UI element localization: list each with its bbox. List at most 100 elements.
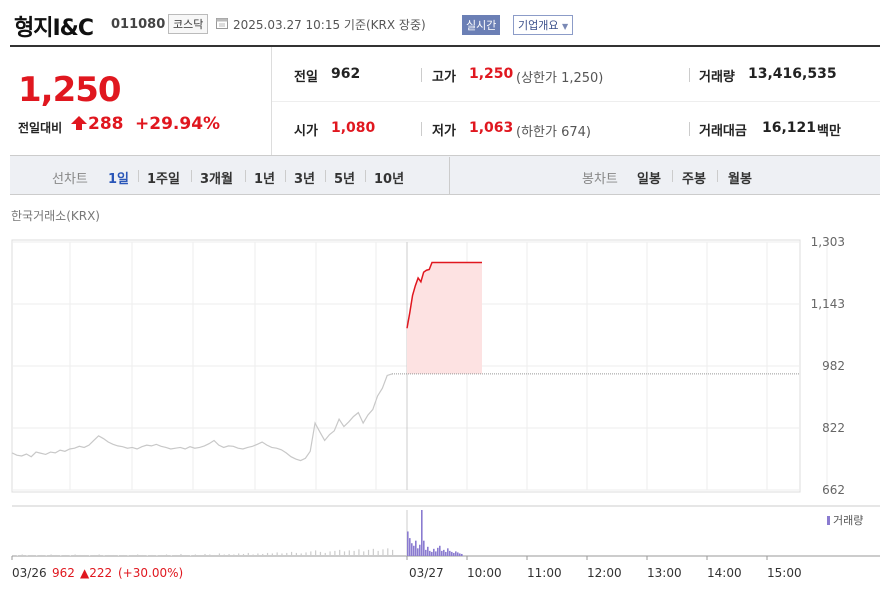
volume-bar-prev-day bbox=[127, 555, 129, 556]
tab-divider bbox=[138, 170, 139, 182]
separator bbox=[421, 68, 422, 82]
tab-1week[interactable]: 1주일 bbox=[147, 172, 180, 187]
volume-bar-today bbox=[431, 551, 433, 556]
x-tick-label: 13:00 bbox=[647, 566, 682, 580]
volume-bar-today bbox=[459, 553, 461, 556]
y-tick-label: 662 bbox=[822, 483, 845, 497]
prev-day-change: ▲222 bbox=[80, 566, 112, 580]
tab-3year[interactable]: 3년 bbox=[294, 172, 316, 187]
volume-bar-prev-day bbox=[247, 552, 249, 556]
volume-bar-prev-day bbox=[387, 548, 389, 556]
dropdown-arrow-icon: ▼ bbox=[561, 22, 569, 31]
tab-divider bbox=[325, 170, 326, 182]
volume-bar-today bbox=[461, 553, 463, 556]
volume-bar-prev-day bbox=[290, 551, 293, 556]
realtime-button[interactable]: 실시간 bbox=[462, 15, 501, 35]
volume-bar-prev-day bbox=[199, 554, 201, 556]
volume-bar-today bbox=[435, 551, 437, 556]
volume-bar-prev-day bbox=[233, 554, 235, 556]
volume-bar-prev-day bbox=[26, 555, 28, 556]
up-arrow-icon bbox=[71, 116, 87, 130]
tab-divider bbox=[672, 170, 673, 182]
x-tick-label: 03/27 bbox=[409, 566, 444, 580]
volume-bar-prev-day bbox=[238, 553, 240, 556]
volume-bar-prev-day bbox=[242, 553, 245, 556]
tab-weekly-candle[interactable]: 주봉 bbox=[682, 172, 706, 187]
volume-bar-today bbox=[423, 540, 425, 556]
volume-bar-prev-day bbox=[223, 554, 225, 556]
series-line-prev-day bbox=[11, 373, 393, 462]
prev-close-label: 전일 bbox=[294, 70, 318, 85]
volume-legend-label: 거래량 bbox=[833, 514, 863, 527]
calendar-icon bbox=[216, 18, 228, 29]
volume-bar-prev-day bbox=[382, 549, 384, 556]
volume-bar-prev-day bbox=[266, 552, 269, 556]
tab-daily-candle[interactable]: 일봉 bbox=[637, 172, 661, 187]
volume-bar-prev-day bbox=[228, 553, 230, 556]
tab-group-separator bbox=[449, 157, 450, 194]
trade-value-unit: 백만 bbox=[817, 124, 841, 139]
volume-bar-today bbox=[439, 545, 441, 556]
price-chart: 1,303 1,143 982 822 662 거래량 03/27 10:00 11:00 1… bbox=[11, 235, 880, 580]
volume-bar-today bbox=[419, 544, 421, 556]
data-source: 한국거래소(KRX) bbox=[11, 209, 100, 223]
volume-bar-prev-day bbox=[315, 550, 317, 556]
volume-value: 13,416,535 bbox=[748, 66, 837, 82]
tab-divider bbox=[191, 170, 192, 182]
volume-bar-prev-day bbox=[324, 552, 326, 556]
volume-bar-prev-day bbox=[295, 552, 297, 556]
tab-3month[interactable]: 3개월 bbox=[200, 172, 233, 187]
tab-10year[interactable]: 10년 bbox=[374, 172, 405, 187]
open-value: 1,080 bbox=[331, 120, 376, 136]
volume-bar-prev-day bbox=[339, 549, 341, 556]
volume-bar-prev-day bbox=[367, 549, 370, 556]
volume-bar-today bbox=[433, 548, 435, 556]
volume-bar-today bbox=[417, 548, 419, 556]
stock-code: 011080 bbox=[111, 17, 166, 32]
tab-1year[interactable]: 1년 bbox=[254, 172, 276, 187]
separator bbox=[421, 122, 422, 136]
tab-divider bbox=[285, 170, 286, 182]
volume-bar-today bbox=[441, 550, 443, 556]
tab-monthly-candle[interactable]: 월봉 bbox=[728, 172, 752, 187]
series-area-today bbox=[407, 262, 482, 374]
volume-bar-prev-day bbox=[353, 550, 355, 556]
volume-bar-prev-day bbox=[175, 554, 177, 556]
timestamp: 2025.03.27 10:15 기준(KRX 장중) bbox=[233, 18, 426, 32]
tab-1day[interactable]: 1일 bbox=[108, 172, 130, 187]
volume-bar-prev-day bbox=[218, 553, 221, 556]
upper-limit: (상한가 1,250) bbox=[516, 71, 604, 86]
volume-bar-prev-day bbox=[60, 555, 62, 556]
volume-bar-prev-day bbox=[16, 555, 19, 556]
volume-bar-prev-day bbox=[305, 552, 307, 556]
volume-bar-today bbox=[447, 548, 449, 556]
volume-bar-prev-day bbox=[165, 554, 168, 556]
high-value: 1,250 bbox=[469, 66, 514, 82]
market-badge: 코스닥 bbox=[168, 14, 209, 34]
volume-bar-prev-day bbox=[40, 554, 43, 556]
tab-divider bbox=[245, 170, 246, 182]
volume-bar-prev-day bbox=[358, 549, 360, 556]
volume-bar-prev-day bbox=[194, 554, 196, 556]
volume-bar-prev-day bbox=[343, 551, 346, 556]
volume-bar-today bbox=[429, 550, 431, 556]
volume-bar-prev-day bbox=[31, 554, 33, 556]
volume-bar-prev-day bbox=[170, 555, 172, 556]
volume-bar-prev-day bbox=[271, 553, 273, 556]
series-line-today bbox=[406, 261, 482, 329]
volume-bar-prev-day bbox=[79, 554, 81, 556]
volume-bar-prev-day bbox=[310, 551, 312, 556]
volume-bar-prev-day bbox=[12, 554, 14, 556]
volume-bar-prev-day bbox=[137, 554, 139, 556]
separator bbox=[689, 68, 690, 82]
volume-bar-today bbox=[449, 550, 451, 556]
volume-bar-prev-day bbox=[276, 552, 278, 556]
volume-bar-prev-day bbox=[55, 554, 57, 556]
volume-bar-prev-day bbox=[252, 554, 254, 556]
volume-bar-prev-day bbox=[185, 554, 187, 556]
lower-limit: (하한가 674) bbox=[516, 125, 591, 140]
change-percent: +29.94% bbox=[135, 114, 221, 134]
company-info-button[interactable]: 기업개요 ▼ bbox=[513, 15, 574, 35]
tab-5year[interactable]: 5년 bbox=[334, 172, 356, 187]
volume-bar-prev-day bbox=[21, 554, 23, 556]
